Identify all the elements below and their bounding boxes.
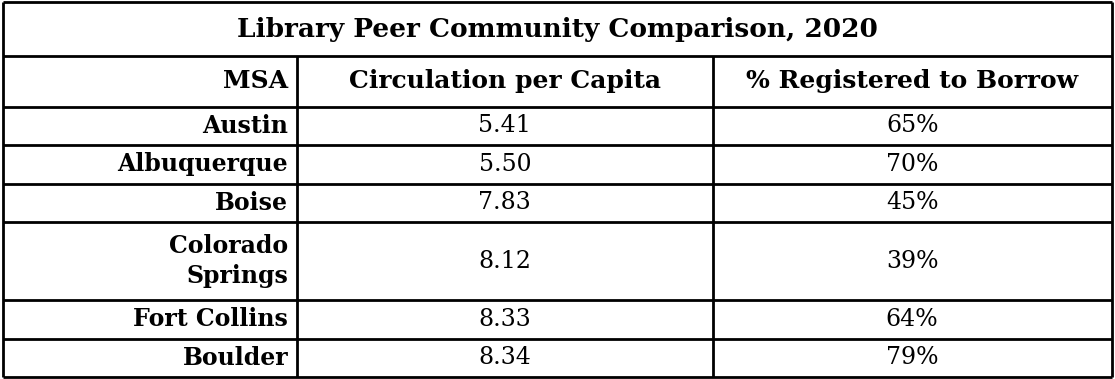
- Text: 45%: 45%: [886, 191, 939, 215]
- Text: 7.83: 7.83: [478, 191, 531, 215]
- Text: Fort Collins: Fort Collins: [134, 307, 288, 331]
- Text: 65%: 65%: [886, 114, 939, 138]
- Text: Colorado
Springs: Colorado Springs: [169, 234, 288, 288]
- Text: 39%: 39%: [886, 250, 939, 273]
- Text: Boise: Boise: [215, 191, 288, 215]
- Text: Library Peer Community Comparison, 2020: Library Peer Community Comparison, 2020: [237, 17, 878, 42]
- Text: 8.34: 8.34: [478, 346, 531, 370]
- Text: Austin: Austin: [202, 114, 288, 138]
- Text: 5.41: 5.41: [478, 114, 531, 138]
- Text: 5.50: 5.50: [478, 153, 531, 176]
- Text: 8.12: 8.12: [478, 250, 532, 273]
- Text: Circulation per Capita: Circulation per Capita: [349, 69, 661, 93]
- Text: Boulder: Boulder: [183, 346, 288, 370]
- Text: Albuquerque: Albuquerque: [117, 152, 288, 177]
- Text: 79%: 79%: [886, 346, 939, 370]
- Text: 70%: 70%: [886, 153, 939, 176]
- Text: 64%: 64%: [885, 308, 939, 331]
- Text: MSA: MSA: [223, 69, 288, 93]
- Text: 8.33: 8.33: [478, 308, 531, 331]
- Text: % Registered to Borrow: % Registered to Borrow: [746, 69, 1078, 93]
